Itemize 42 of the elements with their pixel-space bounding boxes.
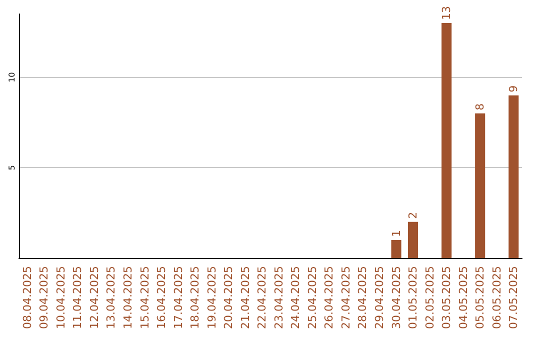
data-label: 1	[390, 230, 403, 237]
x-tick-label: 28.04.2025	[356, 266, 370, 330]
x-tick-label: 30.04.2025	[390, 266, 403, 330]
x-tick-label: 05.05.2025	[474, 266, 487, 330]
x-tick-label: 02.05.2025	[423, 266, 436, 330]
bar	[442, 23, 452, 258]
x-tick-label: 13.04.2025	[104, 266, 118, 330]
x-tick-label: 12.04.2025	[88, 266, 101, 330]
x-tick-label: 10.04.2025	[54, 266, 68, 330]
bar	[475, 113, 486, 258]
x-tick-label: 08.04.2025	[20, 266, 34, 330]
x-tick-label: 25.04.2025	[306, 266, 319, 330]
x-tick-label: 21.04.2025	[238, 266, 252, 330]
data-label: 2	[406, 212, 420, 219]
data-label: 13	[440, 6, 454, 20]
y-tick-label: 5	[8, 165, 16, 170]
data-label: 8	[474, 103, 487, 110]
x-tick-label: 20.04.2025	[222, 266, 236, 330]
x-tick-label: 24.04.2025	[289, 266, 302, 330]
x-tick-label: 11.04.2025	[71, 266, 84, 330]
x-tick-label: 15.04.2025	[138, 266, 152, 330]
x-tick-label: 03.05.2025	[440, 266, 454, 330]
x-tick-label: 14.04.2025	[121, 266, 134, 330]
x-tick-label: 09.04.2025	[38, 266, 51, 330]
x-tick-label: 06.05.2025	[490, 266, 504, 330]
x-tick-label: 04.05.2025	[456, 266, 470, 330]
x-tick-label: 18.04.2025	[188, 266, 202, 330]
x-tick-label: 16.04.2025	[155, 266, 168, 330]
x-tick-label: 27.04.2025	[339, 266, 352, 330]
x-tick-label: 29.04.2025	[372, 266, 386, 330]
x-tick-label: 07.05.2025	[507, 266, 520, 330]
x-tick-label: 01.05.2025	[406, 266, 420, 330]
x-tick-label: 17.04.2025	[172, 266, 185, 330]
x-tick-label: 23.04.2025	[272, 266, 286, 330]
bar	[408, 222, 418, 258]
bar	[508, 95, 519, 258]
bar	[391, 240, 402, 258]
x-tick-label: 26.04.2025	[322, 266, 336, 330]
y-tick-label: 10	[8, 72, 16, 82]
data-label: 9	[507, 85, 520, 92]
x-tick-label: 19.04.2025	[205, 266, 218, 330]
x-tick-label: 22.04.2025	[256, 266, 269, 330]
